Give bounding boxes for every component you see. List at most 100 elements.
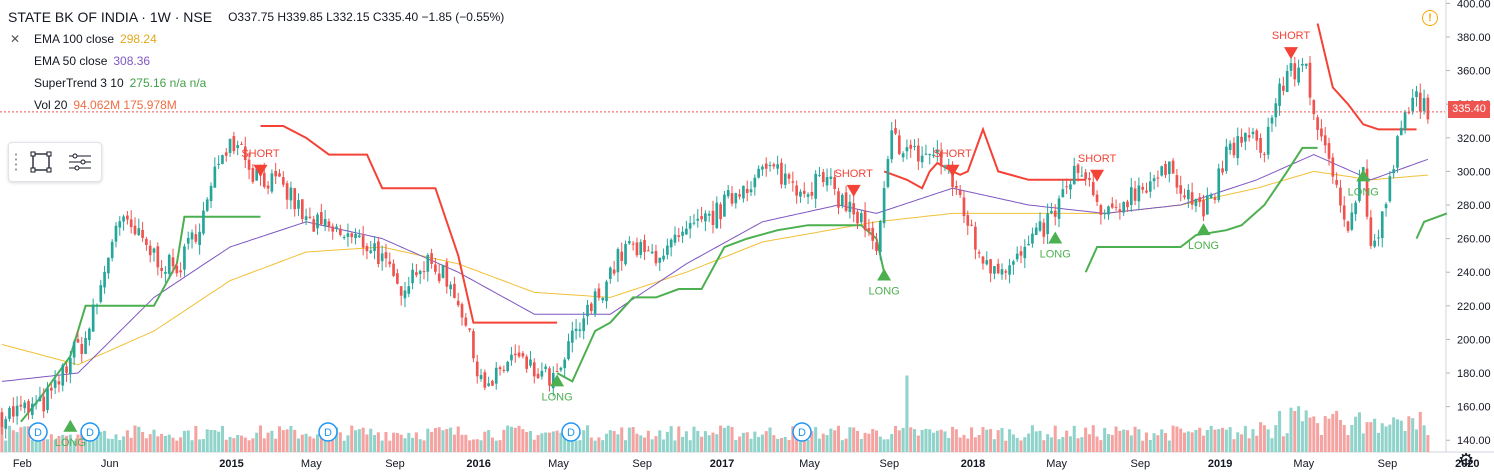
candle-body [711,210,715,226]
collapse-legend-icon[interactable]: ✕ [10,32,21,46]
candle-body [795,185,798,196]
volume-bar [692,426,696,452]
volume-bar [1038,430,1042,452]
candle-body [285,183,289,200]
candle-body [84,337,87,354]
volume-bar [1266,429,1270,452]
candle-body [373,243,376,251]
volume-bar [1053,425,1057,452]
indicator-ema100[interactable]: EMA 100 close 298.24 [8,28,504,50]
volume-bar [232,438,236,452]
volume-bar [433,428,437,452]
indicator-ema50[interactable]: EMA 50 close 308.36 [8,50,504,72]
rectangle-tool-icon[interactable] [27,148,55,176]
volume-bar [1213,429,1217,452]
x-tick-label: May [1293,458,1314,470]
volume-bar [760,434,764,452]
candle-body [894,128,897,134]
volume-bar [1289,407,1293,452]
volume-bar [179,437,183,452]
candle-body [1053,210,1057,217]
candle-body [346,233,350,237]
volume-bar [1027,433,1031,452]
x-tick-label: Sep [880,458,900,470]
candle-body [1407,112,1411,114]
volume-bar [1049,437,1053,452]
candle-body [901,153,905,158]
candle-body [1164,163,1167,176]
candle-body [761,166,764,170]
candle-body [878,221,882,253]
candle-body [437,273,441,282]
candle-body [1072,165,1076,185]
volume-bar [1365,422,1369,452]
volume-bar [996,430,1000,452]
volume-bar [901,427,905,452]
dividend-marker-label: D [34,427,42,439]
settings-lines-icon[interactable] [65,148,93,176]
volume-bar [53,439,57,452]
candle-body [685,228,688,235]
volume-bar [373,435,377,452]
volume-bar [308,436,312,452]
candle-body [1012,261,1015,265]
candle-body [974,226,977,250]
candle-body [1183,195,1186,198]
candle-body [970,224,973,226]
volume-bar [346,435,350,452]
candle-body [867,228,871,232]
candle-body [955,186,958,188]
x-tick-label: May [799,458,820,470]
candle-body [1186,189,1190,200]
candle-body [1403,111,1407,130]
volume-bar [395,433,399,452]
volume-bar [1114,426,1118,452]
volume-bar [380,440,384,452]
candle-body [312,219,316,232]
candle-body [221,155,224,164]
candle-body [814,173,817,199]
dividend-marker [28,422,48,442]
drag-handle-icon[interactable] [14,152,18,172]
supertrend-up-segment [20,215,261,423]
volume-bar [68,434,72,452]
volume-bar [456,426,460,452]
volume-bar [951,426,955,452]
volume-bar [217,431,221,452]
candle-body [274,170,278,177]
y-tick-label: 320.00 [1457,133,1491,145]
symbol-title[interactable]: STATE BK OF INDIA · 1W · NSE [8,9,213,25]
volume-bar [612,431,616,452]
indicator-volume[interactable]: Vol 20 94.062M 175.978M [8,94,504,116]
candle-body [700,216,703,220]
gear-icon[interactable]: ⚙ [1458,450,1475,470]
alert-icon[interactable]: ! [1422,10,1438,26]
candle-body [608,267,612,279]
candle-body [1107,206,1110,215]
volume-bar [338,432,342,452]
y-tick-label: 180.00 [1457,368,1491,380]
candle-body [224,152,228,156]
short-signal-arrow [846,184,861,197]
y-tick-label: 240.00 [1457,267,1491,279]
volume-bar [1255,435,1259,452]
candle-body [650,251,654,254]
indicator-supertrend[interactable]: SuperTrend 3 10 275.16 n/a n/a [8,72,504,94]
volume-bar [544,432,548,452]
volume-bar [1163,433,1168,452]
candle-body [80,343,84,355]
volume-bar [445,429,449,452]
volume-bar [285,429,289,452]
candle-body [1225,146,1228,172]
volume-bar [487,430,491,452]
candle-body [1418,92,1422,112]
volume-bar [1228,427,1232,452]
volume-bar [1217,429,1221,452]
candle-body [993,266,996,274]
candle-body [91,304,95,332]
volume-bar [551,431,555,452]
candle-body [1285,71,1289,93]
candle-body [605,281,608,302]
volume-bar [483,431,487,452]
